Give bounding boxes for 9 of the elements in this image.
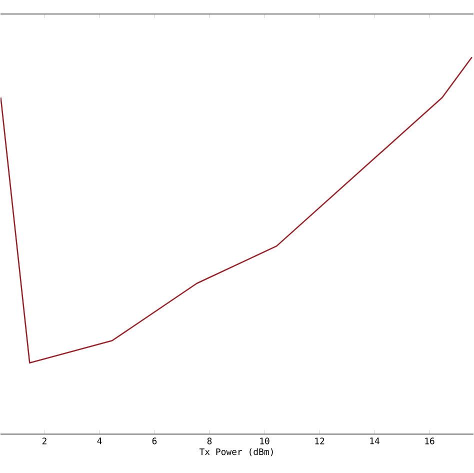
x-tick-label: 12 [315, 438, 324, 444]
x-axis-title: Tx Power (dBm) [199, 448, 273, 456]
x-tick-label: 14 [370, 438, 380, 444]
x-tick-label: 16 [425, 438, 434, 444]
x-tick-label: 6 [152, 438, 157, 444]
x-tick-label: 10 [260, 438, 270, 444]
x-tick-label: 2 [42, 438, 46, 444]
x-tick-label: 8 [207, 438, 212, 444]
x-tick-label: 4 [97, 438, 102, 444]
